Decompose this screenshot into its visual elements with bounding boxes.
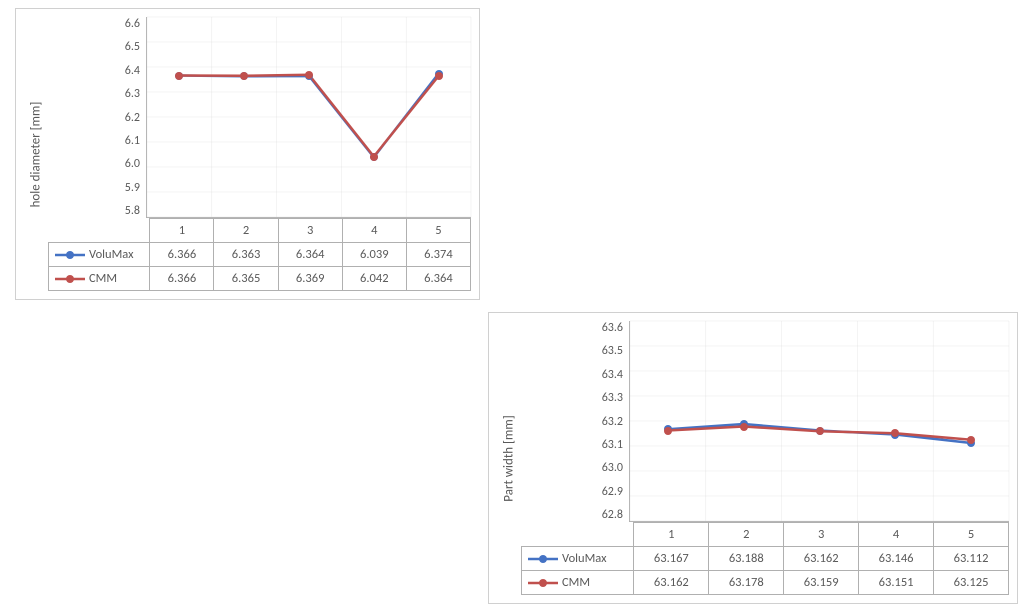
- legend-swatch-icon: [528, 553, 558, 565]
- table-cell-value: 63.112: [934, 547, 1009, 571]
- table-cell-value: 63.167: [634, 547, 709, 571]
- y-tick-label: 63.1: [602, 438, 623, 452]
- table-row-series: VoluMax 63.16763.18863.16263.14663.112: [522, 547, 1009, 571]
- legend-cell: VoluMax: [522, 547, 634, 571]
- table-cell-value: 63.146: [859, 547, 934, 571]
- table-cell-value: 6.364: [278, 243, 342, 267]
- y-tick-label: 63.3: [602, 391, 623, 405]
- y-tick-label: 6.1: [125, 134, 140, 148]
- table-cell-value: 6.363: [214, 243, 278, 267]
- y-tick-label: 6.6: [125, 17, 140, 31]
- legend-swatch-icon: [55, 273, 85, 285]
- table-cell-category: 4: [342, 219, 406, 243]
- marker: [435, 72, 443, 80]
- y-tick-label: 62.8: [602, 508, 623, 522]
- plot-area: 6.6 6.5 6.4 6.3 6.2 6.1 6.0 5.9 5.8: [48, 17, 471, 218]
- legend-label: CMM: [89, 271, 117, 286]
- table-cell-value: 63.162: [634, 571, 709, 595]
- y-tick-label: 63.0: [602, 461, 623, 475]
- table-cell-category: 3: [784, 523, 859, 547]
- table-cell-value: 63.162: [784, 547, 859, 571]
- ylabel-wrap: hole diameter [mm]: [24, 17, 48, 291]
- table-row-categories: 12345: [522, 523, 1009, 547]
- table-row-series: VoluMax 6.3666.3636.3646.0396.374: [49, 243, 471, 267]
- marker-layer: [147, 17, 471, 217]
- ylabel-wrap: Part width [mm]: [497, 321, 521, 595]
- chart-container-part-width: Part width [mm]63.663.563.463.363.263.16…: [488, 312, 1018, 604]
- legend-cell: VoluMax: [49, 243, 150, 267]
- legend-label: VoluMax: [89, 247, 134, 262]
- table-cell-value: 63.178: [709, 571, 784, 595]
- y-axis-label: hole diameter [mm]: [29, 101, 44, 207]
- y-tick-label: 62.9: [602, 485, 623, 499]
- chart-right: 6.66.56.46.36.26.16.05.95.812345VoluMax6…: [48, 17, 471, 291]
- table-cell-value: 63.151: [859, 571, 934, 595]
- marker: [664, 427, 672, 435]
- data-table: 12345VoluMax63.16763.18863.16263.14663.1…: [521, 522, 1009, 595]
- marker-layer: [630, 321, 1009, 521]
- legend-swatch-icon: [55, 249, 85, 261]
- legend-swatch-icon: [528, 577, 558, 589]
- marker: [305, 71, 313, 79]
- table-cell-value: 6.365: [214, 267, 278, 291]
- table-cell-category: 5: [934, 523, 1009, 547]
- chart-inner: hole diameter [mm] 6.6 6.5 6.4 6.3 6.2 6.1 6.0 5…: [24, 17, 471, 291]
- plot-svg-wrap: [146, 17, 471, 218]
- table-cell-value: 63.188: [709, 547, 784, 571]
- y-tick-label: 6.0: [125, 157, 140, 171]
- y-tick-label: 5.8: [125, 204, 140, 218]
- table-cell-value: 63.159: [784, 571, 859, 595]
- table-cell-value: 6.039: [342, 243, 406, 267]
- y-tick-label: 5.9: [125, 181, 140, 195]
- data-table: 12345VoluMax6.3666.3636.3646.0396.374CMM…: [48, 218, 471, 291]
- marker: [816, 427, 824, 435]
- table-cell-category: 1: [634, 523, 709, 547]
- table-cell-category: 4: [859, 523, 934, 547]
- y-tick-label: 6.5: [125, 40, 140, 54]
- chart-inner: Part width [mm]63.663.563.463.363.263.16…: [497, 321, 1009, 595]
- table-wrap: 12345VoluMax63.16763.18863.16263.14663.1…: [521, 522, 1009, 595]
- y-tick-label: 6.2: [125, 111, 140, 125]
- y-tick-label: 63.6: [602, 321, 623, 335]
- table-cell-value: 6.369: [278, 267, 342, 291]
- y-tick-label: 63.4: [602, 368, 623, 382]
- y-tick-label: 6.4: [125, 64, 140, 78]
- table-cell-value: 63.125: [934, 571, 1009, 595]
- legend-label: VoluMax: [562, 551, 607, 566]
- table-cell-category: 2: [214, 219, 278, 243]
- chart-right: 63.663.563.463.363.263.163.062.962.81234…: [521, 321, 1009, 595]
- table-cell-category: 3: [278, 219, 342, 243]
- y-tick-label: 6.3: [125, 87, 140, 101]
- marker: [370, 153, 378, 161]
- table-cell-value: 6.366: [150, 267, 214, 291]
- table-row-series: CMM 63.16263.17863.15963.15163.125: [522, 571, 1009, 595]
- legend-label: CMM: [562, 575, 590, 590]
- table-cell-blank: [49, 219, 150, 243]
- legend-cell: CMM: [49, 267, 150, 291]
- y-tick-label: 63.5: [602, 344, 623, 358]
- table-cell-category: 2: [709, 523, 784, 547]
- table-row-categories: 12345: [49, 219, 471, 243]
- y-axis-label: Part width [mm]: [502, 415, 517, 501]
- plot-svg-wrap: [629, 321, 1009, 522]
- y-tick-label: 63.2: [602, 415, 623, 429]
- marker: [967, 436, 975, 444]
- chart-container-hole-diameter: hole diameter [mm] 6.6 6.5 6.4 6.3 6.2 6.1 6.0 5…: [15, 8, 480, 300]
- y-ticks: 6.6 6.5 6.4 6.3 6.2 6.1 6.0 5.9 5.8: [48, 17, 146, 218]
- marker: [175, 72, 183, 80]
- plot-area: 63.6 63.5 63.4 63.3 63.2 63.1 63.0 62.9 62.8: [521, 321, 1009, 522]
- marker: [240, 72, 248, 80]
- table-cell-value: 6.366: [150, 243, 214, 267]
- table-cell-category: 1: [150, 219, 214, 243]
- table-cell-value: 6.364: [406, 267, 470, 291]
- table-cell-value: 6.042: [342, 267, 406, 291]
- table-cell-blank: [522, 523, 634, 547]
- table-row-series: CMM 6.3666.3656.3696.0426.364: [49, 267, 471, 291]
- y-ticks: 63.6 63.5 63.4 63.3 63.2 63.1 63.0 62.9 62.8: [521, 321, 629, 522]
- table-cell-value: 6.374: [406, 243, 470, 267]
- legend-cell: CMM: [522, 571, 634, 595]
- table-cell-category: 5: [406, 219, 470, 243]
- table-wrap: 12345VoluMax6.3666.3636.3646.0396.374CMM…: [48, 218, 471, 291]
- marker: [740, 423, 748, 431]
